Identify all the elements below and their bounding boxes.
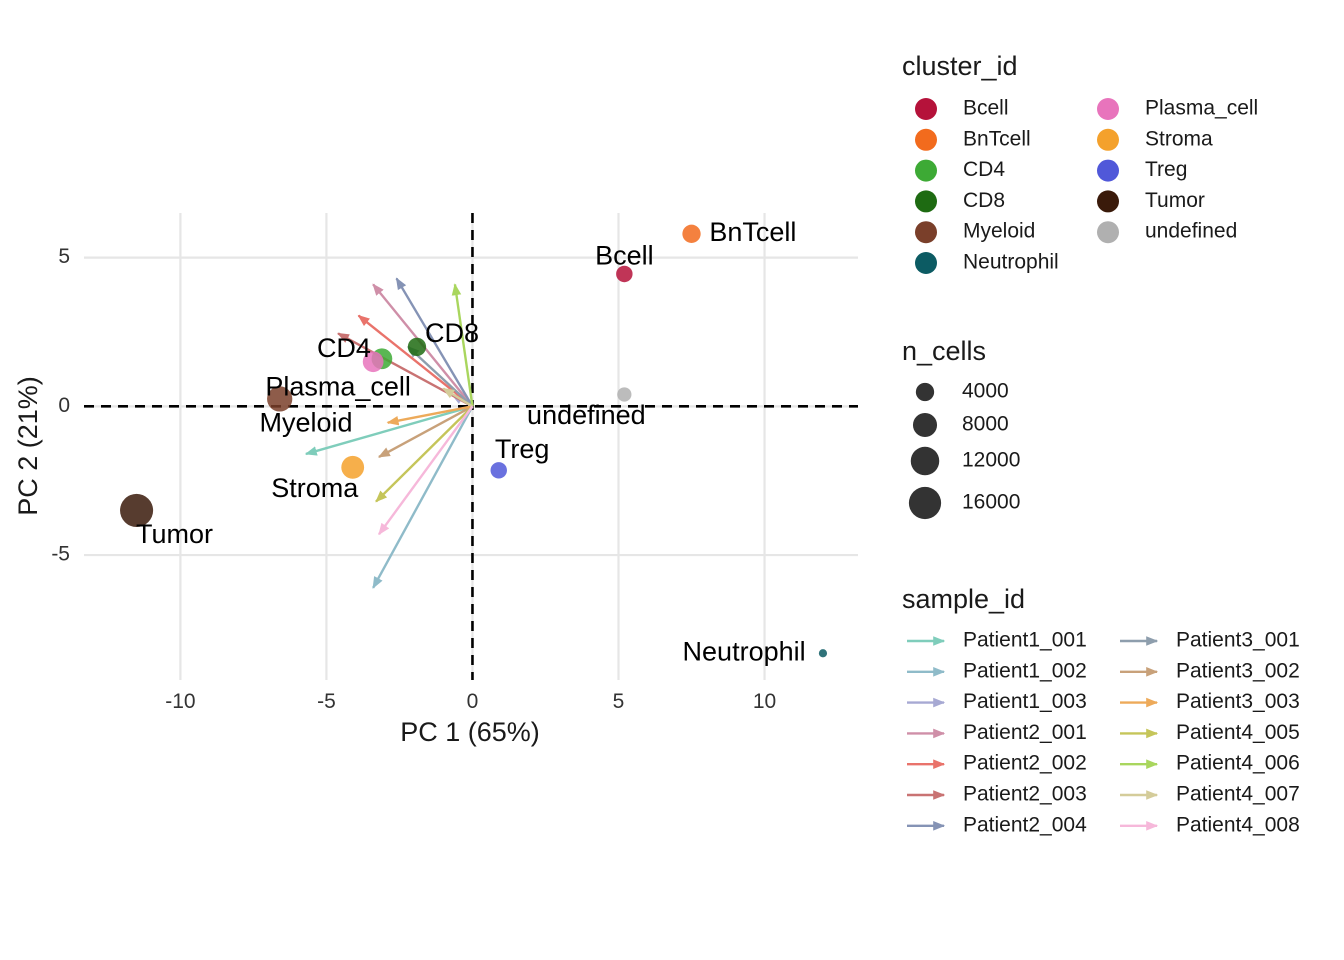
x-tick-label: -5 (317, 690, 336, 713)
label-neutrophil: Neutrophil (683, 636, 806, 666)
loading-arrow-patient4-005 (375, 405, 474, 503)
cluster-points (120, 224, 828, 658)
x-tick-label: 10 (753, 690, 776, 713)
legend-cluster-swatch (1097, 159, 1119, 182)
point-stroma (341, 455, 365, 479)
label-myeloid: Myeloid (259, 407, 352, 437)
legend-sample-id: sample_id Patient1_001 Patient1_002 Patien… (902, 584, 1300, 836)
legend-cluster-swatch (1097, 98, 1119, 120)
legend-size-swatch (910, 446, 940, 476)
y-axis-title: PC 2 (21%) (13, 376, 43, 516)
legend-size-swatch (908, 486, 942, 520)
y-tick-label: 5 (58, 245, 70, 268)
reference-lines (84, 213, 858, 680)
legend-cluster-label: Bcell (963, 97, 1009, 120)
legend-size-label: 16000 (962, 491, 1020, 514)
legend-cluster-swatch (915, 221, 937, 244)
x-tick-label: -10 (165, 690, 195, 713)
loading-arrow-patient3-001 (407, 345, 474, 408)
x-axis-title: PC 1 (65%) (400, 717, 540, 747)
legend-sample-label: Patient1_003 (963, 690, 1087, 713)
loading-arrow-patient4-008 (378, 405, 474, 536)
point-cd8 (407, 337, 427, 357)
legend-sample-label: Patient1_001 (963, 629, 1087, 652)
cluster-labels: Bcell BnTcell CD4 CD8 Myeloid Neutrophil Plasm… (136, 217, 806, 666)
loading-arrow-patient3-003 (386, 405, 473, 426)
legend-sample-label: Patient4_006 (1176, 752, 1300, 775)
axis-ticks: -10 -5 0 5 10 -5 0 5 (51, 245, 776, 713)
legend-sample-label: Patient2_001 (963, 721, 1087, 744)
legend-sample-label: Patient3_003 (1176, 690, 1300, 713)
legend-cluster-swatch (915, 98, 937, 120)
legend-cluster-swatch (915, 159, 937, 182)
label-cd8: CD8 (425, 318, 479, 348)
legend-cluster-label: Myeloid (963, 220, 1035, 243)
loading-arrow-patient1-001 (304, 405, 473, 456)
legend-cluster-swatch (915, 128, 937, 151)
x-tick-label: 0 (467, 690, 479, 713)
point-plasma-cell (362, 351, 384, 373)
legend-cluster-label: Treg (1145, 158, 1187, 181)
y-tick-label: -5 (51, 543, 70, 566)
legend-sample-label: Patient4_005 (1176, 721, 1300, 744)
point-bntcell (682, 224, 701, 243)
label-plasma-cell: Plasma_cell (265, 372, 411, 402)
loading-arrow-patient1-002 (372, 405, 474, 589)
loading-arrow-patient4-006 (451, 283, 474, 407)
legend-cluster-swatch (1097, 128, 1119, 151)
x-tick-label: 5 (613, 690, 625, 713)
legend-cluster-swatch (1097, 221, 1119, 244)
legend-sample-label: Patient3_001 (1176, 629, 1300, 652)
legend-sample-title: sample_id (902, 584, 1025, 614)
legend-cluster-label: Neutrophil (963, 251, 1059, 274)
legend-size-title: n_cells (902, 336, 986, 366)
legend-cluster-swatch (915, 190, 937, 213)
legend-sample-label: Patient2_003 (963, 783, 1087, 806)
legend-cluster-title: cluster_id (902, 51, 1018, 81)
y-tick-label: 0 (58, 394, 70, 417)
grid (84, 213, 858, 680)
legend-size-swatch (915, 382, 935, 402)
legend-sample-label: Patient1_002 (963, 659, 1087, 682)
loading-arrow-patient2-004 (395, 277, 474, 407)
legend-sample-label: Patient4_008 (1176, 813, 1300, 836)
legend-size-label: 8000 (962, 413, 1009, 436)
legend-cluster-swatch (1097, 190, 1119, 213)
point-treg (490, 462, 507, 479)
legend-sample-label: Patient4_007 (1176, 783, 1300, 806)
label-cd4: CD4 (317, 333, 371, 363)
legend-cluster-label: Tumor (1145, 189, 1205, 212)
legend-cluster-swatch (915, 252, 937, 274)
legend-cluster-label: Plasma_cell (1145, 97, 1258, 120)
legend-cluster-label: Stroma (1145, 127, 1213, 150)
point-undefined (617, 387, 632, 402)
loading-arrow-patient3-002 (377, 405, 474, 458)
point-myeloid (267, 386, 293, 412)
legend-sample-label: Patient2_002 (963, 752, 1087, 775)
label-tumor: Tumor (136, 519, 213, 549)
label-stroma: Stroma (271, 473, 359, 503)
legend-size-label: 4000 (962, 380, 1009, 403)
label-treg: Treg (495, 434, 550, 464)
legend-cluster-label: undefined (1145, 220, 1237, 243)
label-bntcell: BnTcell (709, 217, 796, 247)
legend-cluster-label: CD8 (963, 189, 1005, 212)
label-bcell: Bcell (595, 241, 654, 271)
label-undefined: undefined (527, 400, 646, 430)
legend-size-label: 12000 (962, 449, 1020, 472)
legend-size-swatch (912, 412, 938, 438)
legend-sample-label: Patient3_002 (1176, 659, 1300, 682)
legend-n-cells: n_cells 4000 8000 12000 16000 (902, 336, 1020, 520)
legend-cluster-label: BnTcell (963, 127, 1031, 150)
legend-sample-label: Patient2_004 (963, 813, 1087, 836)
legend-cluster-label: CD4 (963, 158, 1005, 181)
loading-arrow-patient4-007 (442, 387, 474, 408)
point-neutrophil (818, 649, 828, 658)
point-bcell (616, 265, 633, 283)
point-tumor (120, 493, 154, 527)
loading-arrows (304, 277, 474, 589)
legend-cluster-id: cluster_id Bcell BnTcell CD4 CD8 Myeloid Neut… (902, 51, 1258, 274)
